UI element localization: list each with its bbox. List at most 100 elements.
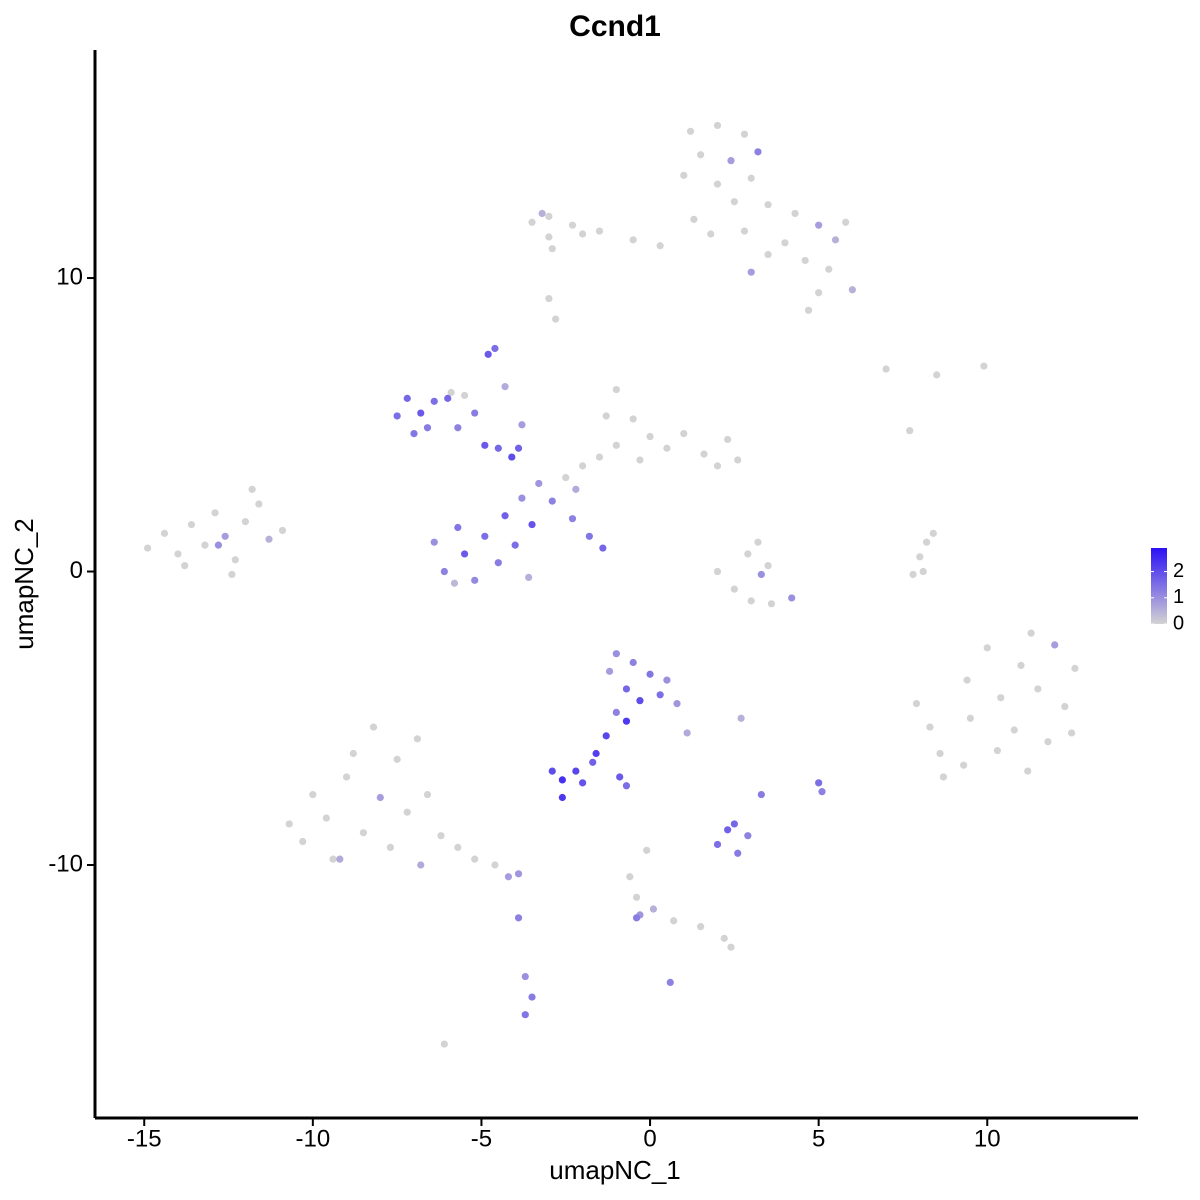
point bbox=[595, 227, 604, 235]
point bbox=[683, 729, 691, 737]
point bbox=[730, 585, 738, 593]
point bbox=[248, 485, 256, 493]
point bbox=[744, 550, 752, 558]
point bbox=[612, 385, 620, 394]
point bbox=[966, 714, 975, 722]
point bbox=[579, 462, 587, 470]
point bbox=[767, 600, 776, 608]
point bbox=[730, 820, 738, 828]
point bbox=[552, 315, 560, 323]
point bbox=[221, 532, 229, 540]
point bbox=[413, 735, 421, 743]
point bbox=[724, 435, 732, 444]
point bbox=[831, 236, 840, 244]
point bbox=[757, 570, 765, 579]
point bbox=[656, 691, 664, 699]
point bbox=[788, 594, 796, 602]
point bbox=[713, 180, 722, 188]
point bbox=[612, 441, 620, 449]
point bbox=[656, 242, 664, 250]
point bbox=[568, 515, 577, 523]
point bbox=[528, 993, 536, 1001]
point bbox=[744, 832, 752, 840]
point bbox=[686, 127, 695, 135]
points bbox=[144, 121, 1079, 1048]
point bbox=[882, 365, 890, 373]
point bbox=[393, 755, 401, 763]
point bbox=[646, 432, 654, 441]
point bbox=[174, 550, 182, 558]
point bbox=[528, 520, 536, 529]
point bbox=[545, 294, 553, 303]
point bbox=[612, 708, 620, 717]
point bbox=[514, 444, 523, 452]
point bbox=[727, 943, 735, 951]
point bbox=[906, 427, 914, 435]
colorbar-tick-label: 2 bbox=[1173, 560, 1184, 582]
point bbox=[663, 676, 671, 684]
point bbox=[471, 576, 479, 584]
point bbox=[160, 529, 169, 537]
point bbox=[535, 479, 543, 488]
point bbox=[322, 814, 330, 822]
point bbox=[214, 541, 223, 549]
point bbox=[481, 441, 489, 449]
point bbox=[734, 456, 742, 464]
point bbox=[417, 409, 425, 417]
point bbox=[666, 978, 674, 987]
point bbox=[730, 198, 738, 206]
point bbox=[649, 905, 658, 913]
point bbox=[521, 1011, 529, 1019]
point bbox=[504, 873, 513, 881]
point bbox=[713, 121, 722, 130]
point bbox=[440, 567, 448, 576]
point bbox=[572, 485, 580, 493]
point bbox=[231, 556, 239, 564]
point bbox=[680, 171, 688, 179]
x-tick-label: -10 bbox=[295, 1125, 330, 1152]
x-tick-label: 5 bbox=[812, 1125, 825, 1152]
point bbox=[342, 773, 351, 781]
point bbox=[933, 371, 941, 379]
point bbox=[815, 221, 823, 229]
point bbox=[643, 846, 651, 854]
point bbox=[713, 840, 722, 849]
point bbox=[349, 749, 357, 758]
point bbox=[926, 723, 934, 731]
point bbox=[562, 474, 570, 482]
point bbox=[471, 409, 479, 417]
colorbar bbox=[1151, 548, 1167, 624]
point bbox=[585, 532, 593, 540]
point bbox=[538, 209, 546, 218]
point bbox=[528, 218, 536, 226]
point bbox=[818, 788, 826, 796]
point bbox=[632, 893, 641, 901]
point bbox=[605, 667, 614, 675]
point bbox=[450, 579, 459, 587]
point bbox=[579, 230, 587, 238]
point bbox=[909, 570, 917, 579]
point bbox=[572, 767, 580, 775]
point bbox=[518, 494, 526, 502]
point bbox=[740, 130, 749, 138]
point bbox=[460, 391, 469, 400]
point bbox=[919, 567, 927, 576]
point bbox=[144, 544, 152, 552]
point bbox=[568, 221, 577, 229]
point bbox=[646, 670, 654, 678]
point bbox=[848, 286, 856, 294]
point bbox=[697, 923, 705, 931]
point bbox=[747, 268, 755, 276]
point bbox=[454, 523, 462, 532]
point bbox=[1024, 767, 1032, 775]
point bbox=[740, 227, 749, 235]
point bbox=[265, 535, 273, 543]
point bbox=[629, 658, 637, 667]
point bbox=[936, 749, 944, 758]
x-axis-label: umapNC_1 bbox=[549, 1155, 681, 1185]
point bbox=[804, 306, 813, 314]
point bbox=[241, 518, 249, 526]
y-axis-label: umapNC_2 bbox=[9, 518, 39, 650]
point bbox=[622, 782, 631, 790]
point bbox=[511, 541, 519, 549]
